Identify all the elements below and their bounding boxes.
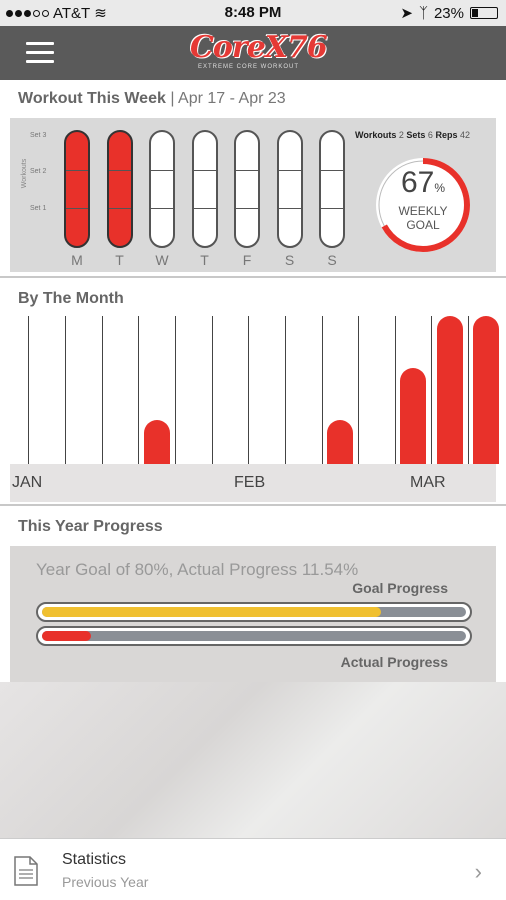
month-bar: [437, 316, 463, 464]
month-bar: [473, 316, 499, 464]
set-label: Set 3: [30, 132, 47, 139]
goal-percent: 67%: [374, 166, 472, 200]
status-bar: AT&T ≋ 8:48 PM ➤ ᛉ 23%: [0, 0, 506, 26]
battery-percent: 23%: [433, 4, 464, 22]
month-gridline: [285, 316, 286, 464]
day-label: S: [284, 252, 295, 268]
section-divider: [0, 504, 506, 506]
logo-tagline: EXTREME CORE WORKOUT: [198, 64, 300, 70]
goal-progress-fill: [42, 607, 382, 617]
year-title: This Year Progress: [18, 518, 163, 535]
goal-percent-sign: %: [434, 181, 446, 195]
day-label: W: [155, 252, 169, 268]
month-title: By The Month: [18, 290, 124, 307]
bluetooth-icon: ᛉ: [418, 4, 428, 22]
month-label-mar: MAR: [410, 474, 446, 491]
actual-progress-bar: [36, 626, 472, 646]
month-gridline: [431, 316, 432, 464]
day-bar: [319, 130, 345, 248]
month-gridline: [175, 316, 176, 464]
week-title: Workout This Week | Apr 17 - Apr 23: [18, 90, 286, 108]
location-icon: ➤: [400, 5, 413, 22]
goal-ring-svg: [376, 158, 470, 252]
statistics-list-item[interactable]: Statistics Previous Year ›: [0, 838, 506, 900]
actual-progress-fill: [42, 631, 91, 641]
day-label: M: [71, 252, 83, 268]
battery-icon: [470, 7, 498, 19]
week-y-title: Workouts: [21, 158, 29, 189]
goal-percent-value: 67: [400, 166, 435, 199]
month-gridline: [468, 316, 469, 464]
status-right: ➤ ᛉ 23%: [400, 4, 498, 22]
month-chart: JAN FEB MAR: [10, 316, 499, 502]
month-label-jan: JAN: [12, 474, 43, 491]
goal-ring-progress: [376, 158, 470, 252]
day-bar: [106, 130, 133, 248]
day-label: S: [327, 252, 337, 268]
day-label: T: [115, 252, 124, 268]
app-logo: CoreX76 EXTREME CORE WORKOUT: [190, 30, 328, 74]
year-goal-text: Year Goal of 80%, Actual Progress 11.54%: [36, 560, 359, 579]
week-range-separator: |: [170, 90, 179, 107]
document-icon: [14, 856, 38, 886]
goal-label: WEEKLY GOAL: [374, 204, 472, 232]
signal-icon: [6, 9, 49, 17]
weekly-panel: Workouts Set 3 Set 2 Set 1 M T W T F S S Worko…: [10, 118, 496, 272]
logo-text: CoreX76: [190, 30, 328, 65]
day-bar: [234, 130, 260, 248]
app-header: CoreX76 EXTREME CORE WORKOUT: [0, 26, 506, 80]
carrier-group: AT&T ≋: [6, 4, 107, 22]
set-label: Set 1: [30, 205, 47, 212]
month-label-feb: FEB: [234, 474, 266, 491]
day-bar: [276, 130, 303, 248]
workouts-count: 2: [398, 130, 404, 140]
set-label: Set 2: [30, 168, 47, 175]
background-photo: [0, 682, 506, 838]
carrier-label: AT&T: [53, 4, 91, 22]
weekly-goal-ring: 67% WEEKLY GOAL: [374, 156, 472, 254]
chevron-right-icon: ›: [474, 859, 482, 884]
goal-progress-bar: [36, 602, 472, 622]
sets-count: 6: [427, 130, 433, 140]
month-gridline: [28, 316, 29, 464]
month-bar: [144, 420, 170, 464]
month-gridline: [322, 316, 323, 464]
week-range: Apr 17 - Apr 23: [178, 90, 286, 107]
month-gridline: [138, 316, 139, 464]
reps-label: Reps: [435, 130, 458, 140]
menu-icon[interactable]: [26, 42, 54, 64]
reps-count: 42: [459, 130, 470, 140]
month-gridline: [248, 316, 249, 464]
workouts-label: Workouts: [355, 130, 397, 140]
clock: 8:48 PM: [224, 4, 282, 21]
month-gridline: [358, 316, 359, 464]
week-stats: Workouts 2 Sets 6 Reps 42: [355, 130, 470, 140]
goal-label-line1: WEEKLY: [398, 204, 448, 218]
section-divider: [0, 276, 506, 278]
month-bar: [327, 420, 353, 464]
day-label: F: [242, 252, 252, 268]
goal-label-line2: GOAL: [406, 218, 440, 232]
statistics-subtitle: Previous Year: [62, 874, 149, 890]
month-gridline: [65, 316, 66, 464]
month-gridline: [102, 316, 103, 464]
wifi-icon: ≋: [94, 5, 107, 22]
statistics-title: Statistics: [62, 851, 127, 868]
month-gridline: [212, 316, 213, 464]
actual-progress-label: Actual Progress: [340, 654, 448, 670]
day-bar: [64, 130, 90, 248]
day-bar: [149, 130, 175, 248]
goal-progress-label: Goal Progress: [352, 580, 448, 596]
sets-label: Sets: [406, 130, 426, 140]
month-axis-band: [10, 464, 496, 502]
day-bar: [191, 130, 218, 248]
week-title-text: Workout This Week: [18, 90, 166, 107]
month-gridline: [395, 316, 396, 464]
month-bar: [400, 368, 426, 464]
day-label: T: [200, 252, 209, 268]
